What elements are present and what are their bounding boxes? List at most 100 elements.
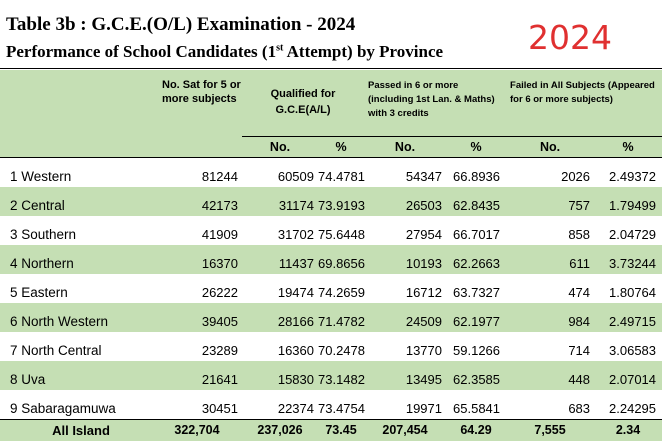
- failed-count: 2026: [506, 156, 595, 187]
- failed-pct: 2.49372: [594, 156, 662, 187]
- header-row: No. Sat for 5 or more subjects Qualified…: [0, 70, 662, 136]
- failed-count: 858: [568, 226, 591, 242]
- qualified-count: 11437: [278, 255, 314, 271]
- table-row: 8 Uva 21641 15830 73.1482 13495 62.3585 …: [0, 360, 662, 390]
- subheader-qualified-pct: %: [318, 135, 364, 157]
- failed-count: 611: [569, 255, 591, 271]
- passed-pct: 62.1977: [453, 313, 501, 329]
- passed-pct: 62.8435: [453, 197, 501, 213]
- qualified-pct: 73.4754: [318, 400, 365, 416]
- subheader-passed-pct: %: [446, 135, 507, 157]
- passed-count: 19971: [405, 400, 442, 416]
- passed-count: 26503: [405, 197, 442, 213]
- province-name: 3 Southern: [10, 226, 77, 242]
- qualified-count: 22374: [277, 400, 314, 416]
- qualified-pct: 69.8656: [318, 255, 365, 271]
- province-name: 4 Northern: [10, 255, 74, 271]
- header-province-blank: [0, 70, 152, 136]
- subheader-blank: [0, 136, 152, 157]
- qualified-count: 31702: [277, 226, 314, 242]
- passed-count: 10193: [405, 255, 442, 271]
- passed-pct: 63.7327: [453, 284, 501, 300]
- subheader-qualified-no: No.: [242, 135, 318, 157]
- total-passed-count: 207,454: [364, 418, 446, 441]
- header-failed: Failed in All Subjects (Appeared for 6 o…: [510, 80, 655, 105]
- province-name: 6 North Western: [10, 313, 109, 329]
- failed-count: 448: [568, 371, 591, 387]
- passed-count: 54347: [364, 156, 446, 187]
- sat-count: 30451: [201, 400, 238, 416]
- subtitle-part-1: Performance of School Candidates (1: [6, 42, 277, 61]
- failed-pct: 2.07014: [609, 371, 657, 387]
- failed-count: 757: [568, 197, 591, 213]
- sat-count: 41909: [201, 226, 238, 242]
- table-row: 6 North Western 39405 28166 71.4782 2450…: [0, 302, 662, 332]
- qualified-pct: 73.1482: [318, 371, 365, 387]
- province-name: 2 Central: [10, 197, 65, 213]
- qualified-count: 19474: [277, 284, 314, 300]
- failed-pct: 2.24295: [609, 400, 657, 416]
- passed-count: 16712: [405, 284, 442, 300]
- sat-count: 39405: [201, 313, 238, 329]
- failed-count: 683: [568, 400, 591, 416]
- total-qualified-count: 237,026: [242, 418, 318, 441]
- qualified-pct: 74.4781: [318, 156, 365, 187]
- failed-pct: 2.49715: [609, 313, 657, 329]
- table-row: 7 North Central 23289 16360 70.2478 1377…: [0, 332, 662, 361]
- qualified-count: 16360: [277, 342, 314, 358]
- total-failed-pct: 2.34: [594, 418, 662, 441]
- sat-count: 21641: [201, 371, 238, 387]
- total-passed-pct: 64.29: [446, 418, 507, 441]
- passed-count: 13495: [405, 371, 442, 387]
- qualified-pct: 71.4782: [318, 313, 365, 329]
- subheader-failed-pct: %: [594, 135, 662, 157]
- table-row: 9 Sabaragamuwa 30451 22374 73.4754 19971…: [0, 390, 662, 420]
- sat-count: 16370: [201, 255, 238, 271]
- qualified-pct: 74.2659: [318, 284, 365, 300]
- total-label: All Island: [0, 418, 152, 441]
- top-rule: [0, 68, 662, 69]
- total-sat: 322,704: [152, 418, 242, 441]
- passed-pct: 62.2663: [453, 255, 501, 271]
- failed-count: 474: [568, 284, 591, 300]
- subheader-failed-no: No.: [506, 135, 595, 157]
- subheader-passed-no: No.: [364, 135, 446, 157]
- qualified-pct: 70.2478: [318, 342, 365, 358]
- subheader-blank: [152, 136, 242, 157]
- province-name: 9 Sabaragamuwa: [10, 400, 116, 416]
- failed-pct: 3.73244: [609, 255, 657, 271]
- sat-count: 26222: [201, 284, 238, 300]
- failed-pct: 3.06583: [609, 342, 657, 358]
- province-name: 5 Eastern: [10, 284, 68, 300]
- qualified-pct: 75.6448: [318, 226, 365, 242]
- table-row: 2 Central 42173 31174 73.9193 26503 62.8…: [0, 186, 662, 216]
- qualified-count: 15830: [277, 371, 314, 387]
- total-qualified-pct: 73.45: [318, 418, 364, 441]
- sat-count: 23289: [201, 342, 238, 358]
- table-title: Table 3b : G.C.E.(O/L) Examination - 202…: [6, 14, 356, 35]
- passed-pct: 66.7017: [453, 226, 501, 242]
- failed-count: 714: [568, 342, 591, 358]
- table-row: 1 Western 81244 60509 74.4781 54347 66.8…: [0, 156, 662, 187]
- subtitle-part-2: Attempt) by Province: [283, 42, 444, 61]
- passed-pct: 59.1266: [453, 342, 501, 358]
- table-row: 5 Eastern 26222 19474 74.2659 16712 63.7…: [0, 274, 662, 303]
- province-performance-table: No. Sat for 5 or more subjects Qualified…: [0, 70, 662, 441]
- passed-pct: 62.3585: [453, 371, 501, 387]
- qualified-pct: 73.9193: [318, 197, 365, 213]
- total-failed-count: 7,555: [506, 418, 595, 441]
- qualified-count: 31174: [278, 197, 314, 213]
- header-qualified: Qualified for G.C.E(A/L): [270, 88, 336, 116]
- failed-pct: 1.79499: [609, 197, 657, 213]
- passed-pct: 66.8936: [446, 156, 507, 187]
- year-badge: 2024: [528, 18, 612, 57]
- qualified-count: 60509: [242, 156, 318, 187]
- province-name: 8 Uva: [10, 371, 46, 387]
- qualified-count: 28166: [277, 313, 314, 329]
- sat-count: 42173: [201, 197, 238, 213]
- passed-count: 24509: [405, 313, 442, 329]
- passed-pct: 65.5841: [453, 400, 501, 416]
- subtitle-superscript: st: [276, 42, 284, 54]
- passed-count: 13770: [405, 342, 442, 358]
- passed-count: 27954: [405, 226, 442, 242]
